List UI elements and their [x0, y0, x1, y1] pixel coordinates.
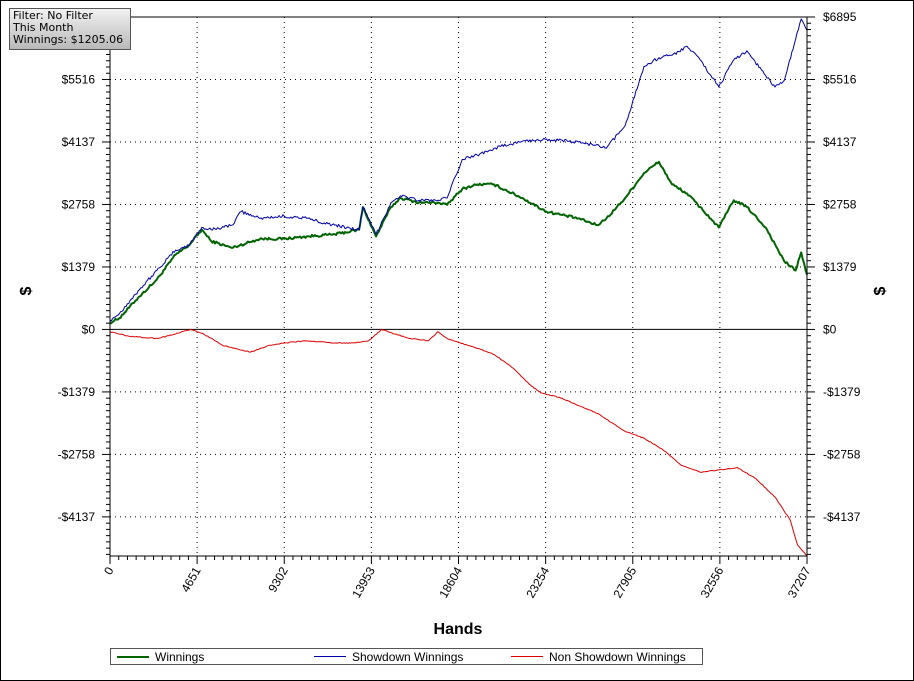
- y-tick-label-left: $1379: [62, 260, 96, 274]
- y-tick-label-right: -$1379: [823, 385, 861, 399]
- x-tick-label: 37207: [785, 564, 814, 600]
- y-tick-label-left: -$1379: [58, 385, 96, 399]
- y-tick-label-left: -$2758: [58, 447, 96, 461]
- legend-label-non-showdown: Non Showdown Winnings: [549, 650, 686, 664]
- x-tick-label: 27905: [611, 564, 640, 600]
- legend-label-showdown: Showdown Winnings: [352, 650, 463, 664]
- y-axis-title-left: $: [18, 286, 35, 295]
- legend-swatch-non-showdown: [511, 656, 543, 657]
- x-tick-label: 32556: [698, 564, 727, 600]
- x-tick-label: 0: [101, 564, 117, 577]
- legend-swatch-winnings: [117, 656, 149, 658]
- y-tick-label-right: $0: [823, 322, 837, 336]
- y-tick-label-right: -$4137: [823, 510, 861, 524]
- x-axis-labels: 0 4651 9302 13953 18604 23254 27905 32556 37207: [101, 564, 814, 600]
- y-tick-label-right: $1379: [823, 260, 857, 274]
- chart-legend: Winnings Showdown Winnings Non Showdown …: [110, 648, 703, 665]
- y-tick-label-right: $5516: [823, 72, 857, 86]
- legend-item-winnings: Winnings: [117, 650, 204, 664]
- y-axis-title-right: $: [872, 286, 889, 295]
- y-axis-left-labels: $6895$5516$4137$2758$1379$0-$1379-$2758-…: [58, 10, 96, 524]
- axis-ticks: [102, 17, 815, 564]
- y-tick-label-left: $5516: [62, 72, 96, 86]
- legend-item-showdown: Showdown Winnings: [314, 650, 463, 664]
- x-axis-title: Hands: [434, 621, 483, 638]
- legend-swatch-showdown: [314, 656, 346, 657]
- x-tick-label: 9302: [265, 564, 291, 594]
- winnings-total-label: Winnings: $1205.06: [13, 34, 127, 46]
- series-showdown-line: [110, 19, 807, 321]
- y-tick-label-right: $6895: [823, 10, 857, 24]
- y-tick-label-right: $4137: [823, 135, 857, 149]
- x-tick-label: 18604: [436, 564, 465, 600]
- y-tick-label-right: $2758: [823, 197, 857, 211]
- legend-item-non-showdown: Non Showdown Winnings: [511, 650, 686, 664]
- y-tick-label-left: $4137: [62, 135, 96, 149]
- grid-lines: [110, 17, 807, 556]
- x-tick-label: 23254: [523, 564, 552, 600]
- x-tick-label: 4651: [178, 564, 204, 594]
- y-tick-label-left: $0: [82, 322, 96, 336]
- y-tick-label-left: -$4137: [58, 510, 96, 524]
- legend-label-winnings: Winnings: [155, 650, 204, 664]
- x-tick-label: 13953: [349, 564, 378, 600]
- filter-info-box: Filter: No Filter This Month Winnings: $…: [9, 8, 131, 50]
- y-axis-right-labels: $6895 $5516 $4137 $2758 $1379 $0 -$1379 -$2758 -…: [823, 10, 861, 524]
- y-tick-label-right: -$2758: [823, 447, 861, 461]
- y-tick-label-left: $2758: [62, 197, 96, 211]
